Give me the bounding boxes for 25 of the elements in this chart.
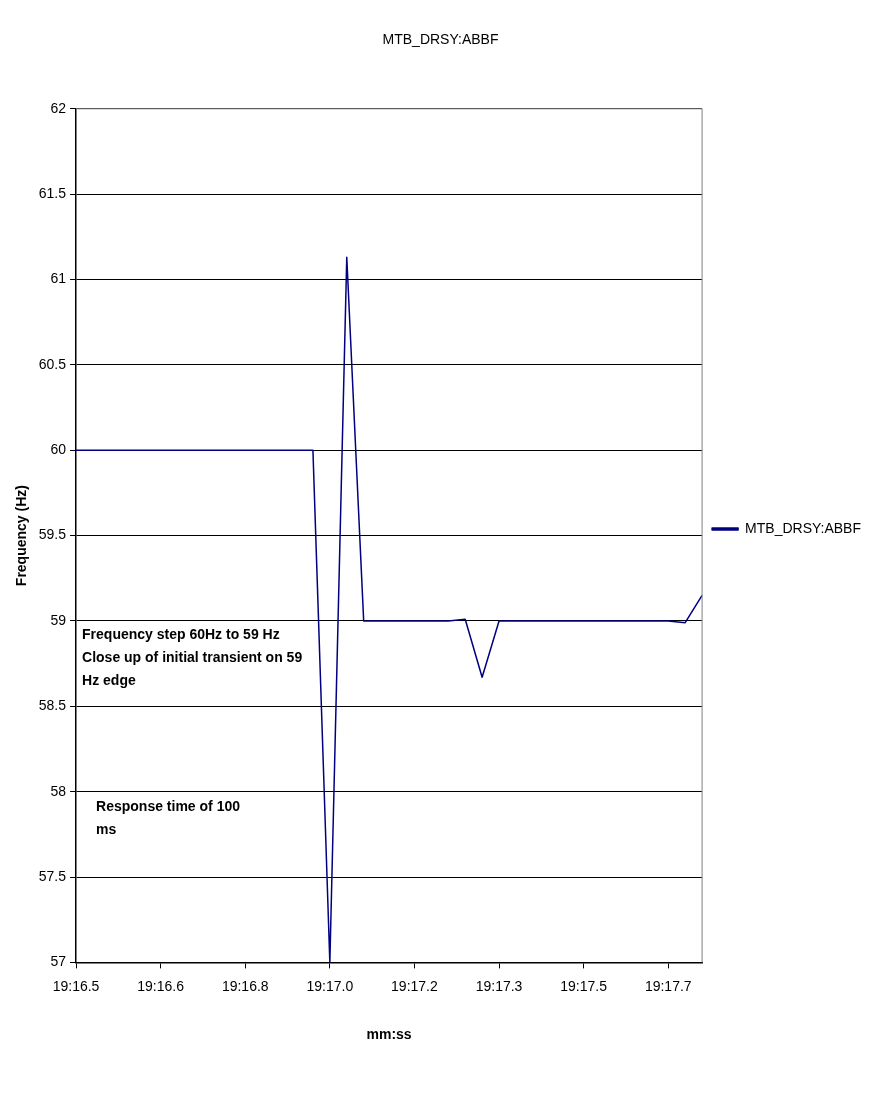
- y-tick-label: 61: [50, 270, 67, 287]
- y-tick-label: 57.5: [38, 867, 67, 884]
- y-tick-label: 61.5: [38, 185, 67, 202]
- y-tick-label: 59.5: [38, 526, 67, 543]
- y-tick-label: 60.5: [38, 355, 67, 372]
- y-tick-label: 62: [50, 99, 67, 116]
- x-tick-label: 19:17.3: [475, 977, 523, 994]
- chart-title: MTB_DRSY:ABBF: [382, 31, 499, 48]
- x-tick-label: 19:16.8: [221, 977, 269, 994]
- x-axis-title: mm:ss: [366, 1026, 412, 1043]
- y-tick-label: 58: [50, 782, 67, 799]
- x-tick-label: 19:17.7: [644, 977, 692, 994]
- annotation: Frequency step 60Hz to 59 Hz Close up of initial transient on 59 Hz edge: [82, 625, 303, 688]
- x-tick-label: 19:17.0: [306, 977, 354, 994]
- x-tick-label: 19:17.5: [560, 977, 608, 994]
- y-tick-label: 60: [50, 441, 67, 458]
- x-tick-label: 19:17.2: [391, 977, 439, 994]
- annotation: Response time of 100 ms: [96, 798, 241, 838]
- y-tick-label: 57: [50, 953, 67, 970]
- y-tick-label: 58.5: [38, 697, 67, 714]
- y-axis-title: Frequency (Hz): [13, 485, 30, 587]
- legend-label: MTB_DRSY:ABBF: [745, 519, 861, 536]
- y-tick-label: 59: [50, 611, 67, 628]
- x-tick-label: 19:16.5: [52, 977, 100, 994]
- x-tick-label: 19:16.6: [137, 977, 185, 994]
